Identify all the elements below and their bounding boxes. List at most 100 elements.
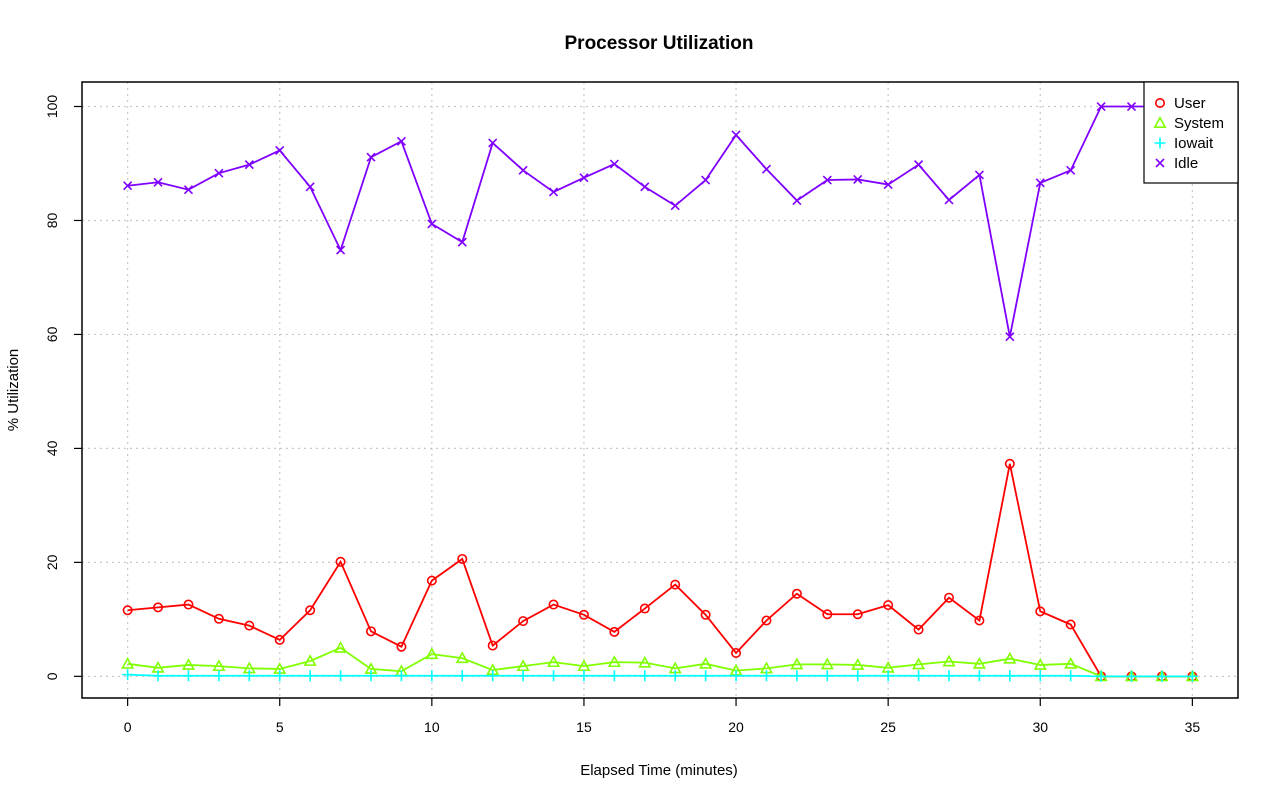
- data-point-iowait: [943, 670, 955, 682]
- data-point-iowait: [487, 670, 499, 682]
- data-point-system: [790, 657, 804, 670]
- data-point-iowait: [182, 670, 194, 682]
- data-point-iowait: [669, 670, 681, 682]
- data-point-iowait: [1034, 670, 1046, 682]
- data-point-system: [942, 654, 956, 667]
- data-point-idle: [457, 237, 467, 247]
- series-system: [121, 641, 1199, 682]
- data-point-idle: [853, 174, 863, 185]
- data-point-idle: [336, 245, 346, 255]
- x-axis-label: Elapsed Time (minutes): [580, 762, 738, 779]
- data-point-user: [1004, 458, 1015, 469]
- data-point-idle: [518, 165, 528, 175]
- data-point-user: [487, 640, 498, 651]
- data-point-system: [1064, 656, 1078, 669]
- data-point-iowait: [1004, 670, 1016, 682]
- data-point-idle: [1066, 165, 1076, 175]
- data-point-idle: [1096, 101, 1106, 112]
- data-point-user: [518, 616, 529, 627]
- data-point-user: [213, 613, 224, 624]
- data-point-system: [546, 655, 561, 668]
- data-point-user: [822, 609, 833, 620]
- data-point-user: [974, 615, 985, 626]
- data-point-system: [607, 655, 621, 668]
- data-point-user: [731, 647, 742, 658]
- data-point-idle: [123, 181, 133, 191]
- y-tick-label: 80: [44, 212, 60, 228]
- data-point-idle: [822, 175, 832, 185]
- data-point-user: [852, 609, 863, 620]
- data-point-iowait: [730, 670, 742, 682]
- data-point-iowait: [821, 670, 833, 682]
- data-point-system: [455, 651, 469, 664]
- data-point-idle: [792, 195, 802, 206]
- data-point-system: [912, 657, 926, 670]
- data-point-iowait: [578, 670, 590, 682]
- x-tick-label: 15: [576, 719, 592, 735]
- data-point-user: [396, 641, 407, 652]
- legend-marker-system: [1153, 116, 1167, 128]
- data-point-iowait: [548, 670, 560, 682]
- data-point-user: [335, 556, 346, 567]
- series-idle: [123, 101, 1197, 342]
- data-point-idle: [366, 152, 376, 162]
- data-point-iowait: [517, 670, 529, 682]
- data-point-idle: [244, 160, 254, 170]
- data-point-iowait: [700, 670, 712, 682]
- legend-label-idle: Idle: [1174, 155, 1198, 172]
- data-point-iowait: [1186, 670, 1198, 682]
- x-tick-label: 25: [880, 719, 896, 735]
- data-point-idle: [640, 182, 650, 192]
- data-point-iowait: [152, 670, 164, 682]
- data-point-idle: [914, 160, 924, 170]
- data-point-system: [181, 658, 196, 670]
- data-point-user: [943, 592, 954, 603]
- data-point-user: [609, 626, 620, 637]
- grid-lines: [82, 82, 1238, 698]
- data-point-system: [334, 641, 348, 653]
- y-axis-label: % Utilization: [5, 349, 22, 432]
- series-line-user: [127, 463, 1193, 678]
- data-point-iowait: [1095, 670, 1107, 682]
- data-point-user: [305, 605, 316, 616]
- data-point-iowait: [395, 670, 407, 682]
- data-point-user: [457, 553, 468, 564]
- data-point-user: [365, 626, 376, 637]
- data-point-idle: [944, 195, 954, 205]
- data-point-idle: [1005, 332, 1015, 342]
- data-point-user: [122, 605, 133, 616]
- data-point-idle: [1126, 101, 1137, 112]
- data-point-iowait: [274, 670, 286, 682]
- y-tick-label: 20: [44, 554, 60, 570]
- data-point-user: [153, 602, 164, 613]
- data-point-system: [820, 657, 834, 670]
- data-point-user: [426, 575, 437, 586]
- data-point-iowait: [791, 670, 803, 682]
- series-iowait: [122, 669, 1198, 682]
- data-point-user: [274, 634, 285, 645]
- data-point-user: [183, 599, 194, 610]
- data-point-system: [699, 656, 713, 669]
- data-point-user: [670, 579, 681, 590]
- data-point-iowait: [122, 669, 134, 681]
- data-point-idle: [579, 173, 589, 183]
- data-point-iowait: [1065, 670, 1077, 682]
- data-point-iowait: [608, 670, 620, 682]
- data-point-system: [1003, 651, 1017, 664]
- data-point-iowait: [882, 670, 894, 682]
- data-point-idle: [305, 182, 315, 192]
- data-point-idle: [153, 177, 163, 187]
- data-point-idle: [427, 219, 437, 229]
- data-point-idle: [275, 145, 285, 155]
- series-layer: [121, 101, 1199, 682]
- data-point-iowait: [213, 670, 225, 682]
- y-axis: 0 20 40 60 80 100: [44, 95, 82, 680]
- x-tick-label: 0: [124, 719, 132, 735]
- data-point-system: [425, 647, 439, 660]
- data-point-idle: [183, 185, 194, 195]
- data-point-idle: [883, 180, 893, 190]
- data-point-idle: [488, 138, 498, 148]
- legend: User System Iowait Idle: [1143, 81, 1239, 184]
- data-point-iowait: [1156, 670, 1168, 682]
- data-point-user: [913, 624, 924, 635]
